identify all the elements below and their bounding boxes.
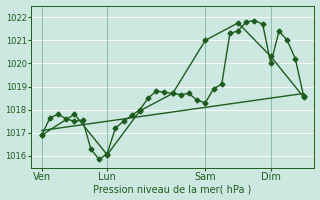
X-axis label: Pression niveau de la mer( hPa ): Pression niveau de la mer( hPa )	[93, 184, 252, 194]
